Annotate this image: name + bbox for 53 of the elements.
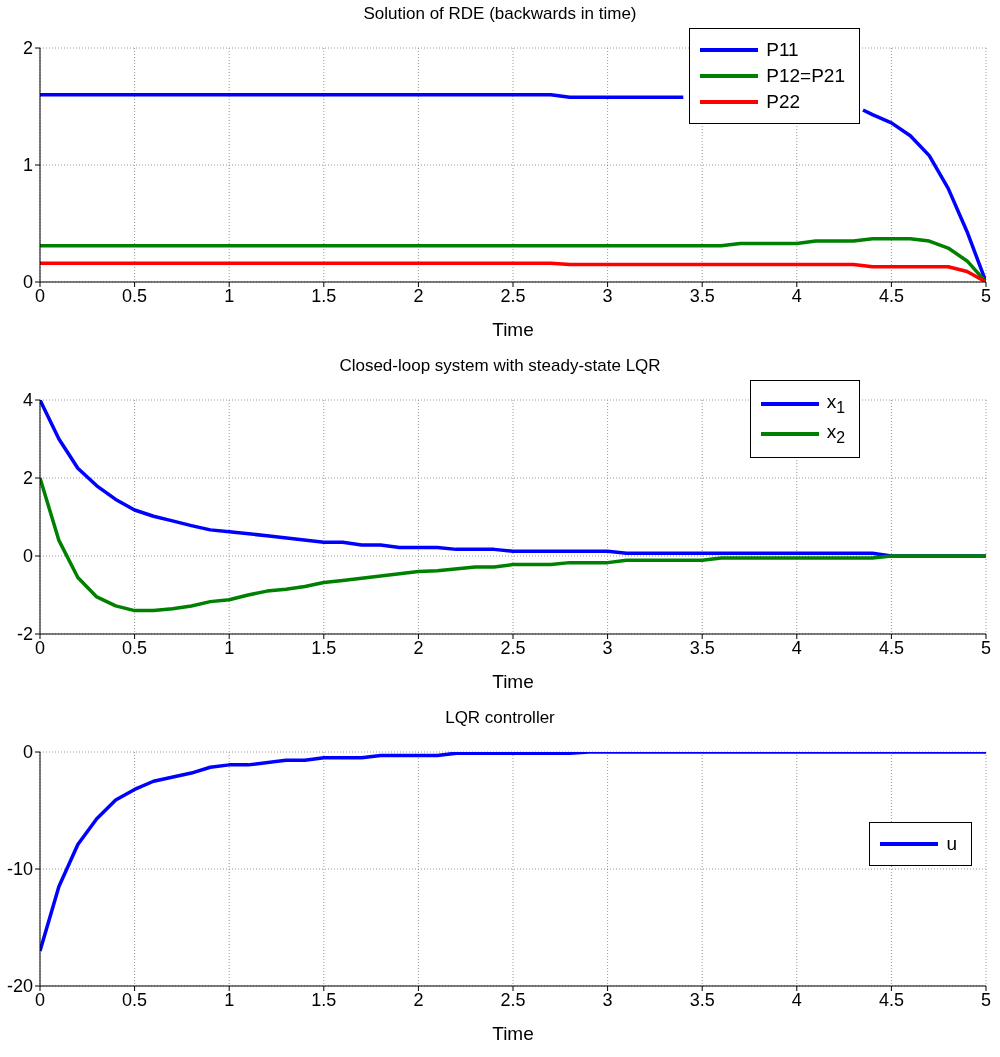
- x-tick-label: 2: [413, 989, 424, 1010]
- legend-label: x$_{2}$: [826, 420, 845, 447]
- y-tick-label: 2: [22, 468, 33, 489]
- line-series: [40, 476, 986, 613]
- x-tick-label: 2.5: [500, 989, 526, 1010]
- x-tick-label: 2: [413, 637, 424, 658]
- x-tick-label: 2: [413, 285, 424, 306]
- x-tick-label: 3.5: [689, 637, 715, 658]
- y-tick-label: -10: [6, 859, 33, 880]
- x-tick-label: 4: [791, 989, 802, 1010]
- legend-label: x$_{1}$: [826, 391, 845, 417]
- x-tick-label: 5: [980, 637, 992, 658]
- x-tick-label: 0.5: [122, 637, 148, 658]
- x-tick-label: 3.5: [689, 285, 715, 306]
- x-tick-label: 1: [224, 285, 235, 306]
- x-tick-label: 2.5: [500, 637, 526, 658]
- x-tick-label: 1.5: [311, 637, 337, 658]
- chart-title: Solution of RDE (backwards in time): [362, 4, 638, 24]
- x-tick-label: 0.5: [122, 285, 148, 306]
- x-tick-label: 1.5: [311, 989, 337, 1010]
- chart-title: LQR controller: [444, 708, 556, 728]
- x-tick-label: 4.5: [878, 285, 904, 306]
- x-tick-label: 4.5: [878, 989, 904, 1010]
- y-tick-label: 2: [22, 38, 33, 59]
- x-tick-label: 2.5: [500, 285, 526, 306]
- x-axis-title: Time: [492, 1023, 534, 1044]
- chart-title: Closed-loop system with steady-state LQR: [338, 356, 662, 376]
- y-tick-label: 0: [22, 546, 33, 567]
- legend-label: P22: [766, 91, 801, 113]
- y-tick-label: 1: [22, 155, 33, 176]
- x-tick-label: 1: [224, 637, 235, 658]
- legend-label: P11: [766, 39, 799, 61]
- x-tick-label: 4: [791, 637, 802, 658]
- legend-label: u: [946, 833, 957, 855]
- y-tick-label: 0: [22, 742, 33, 763]
- y-tick-label: -20: [6, 976, 33, 997]
- y-tick-label: 0: [22, 272, 33, 293]
- y-tick-label: 4: [22, 390, 33, 411]
- x-tick-label: 3: [602, 285, 613, 306]
- x-tick-label: 3: [602, 989, 613, 1010]
- x-axis-title: Time: [492, 671, 534, 692]
- x-axis-title: Time: [492, 319, 534, 340]
- legend-label: P12=P21: [766, 65, 845, 87]
- x-tick-label: 1: [224, 989, 235, 1010]
- x-tick-label: 0.5: [122, 989, 148, 1010]
- x-tick-label: 5: [980, 285, 992, 306]
- x-tick-label: 4: [791, 285, 802, 306]
- y-tick-label: -2: [16, 624, 33, 645]
- x-tick-label: 4.5: [878, 637, 904, 658]
- x-tick-label: 3.5: [689, 989, 715, 1010]
- x-tick-label: 1.5: [311, 285, 337, 306]
- x-tick-label: 3: [602, 637, 613, 658]
- x-tick-label: 5: [980, 989, 992, 1010]
